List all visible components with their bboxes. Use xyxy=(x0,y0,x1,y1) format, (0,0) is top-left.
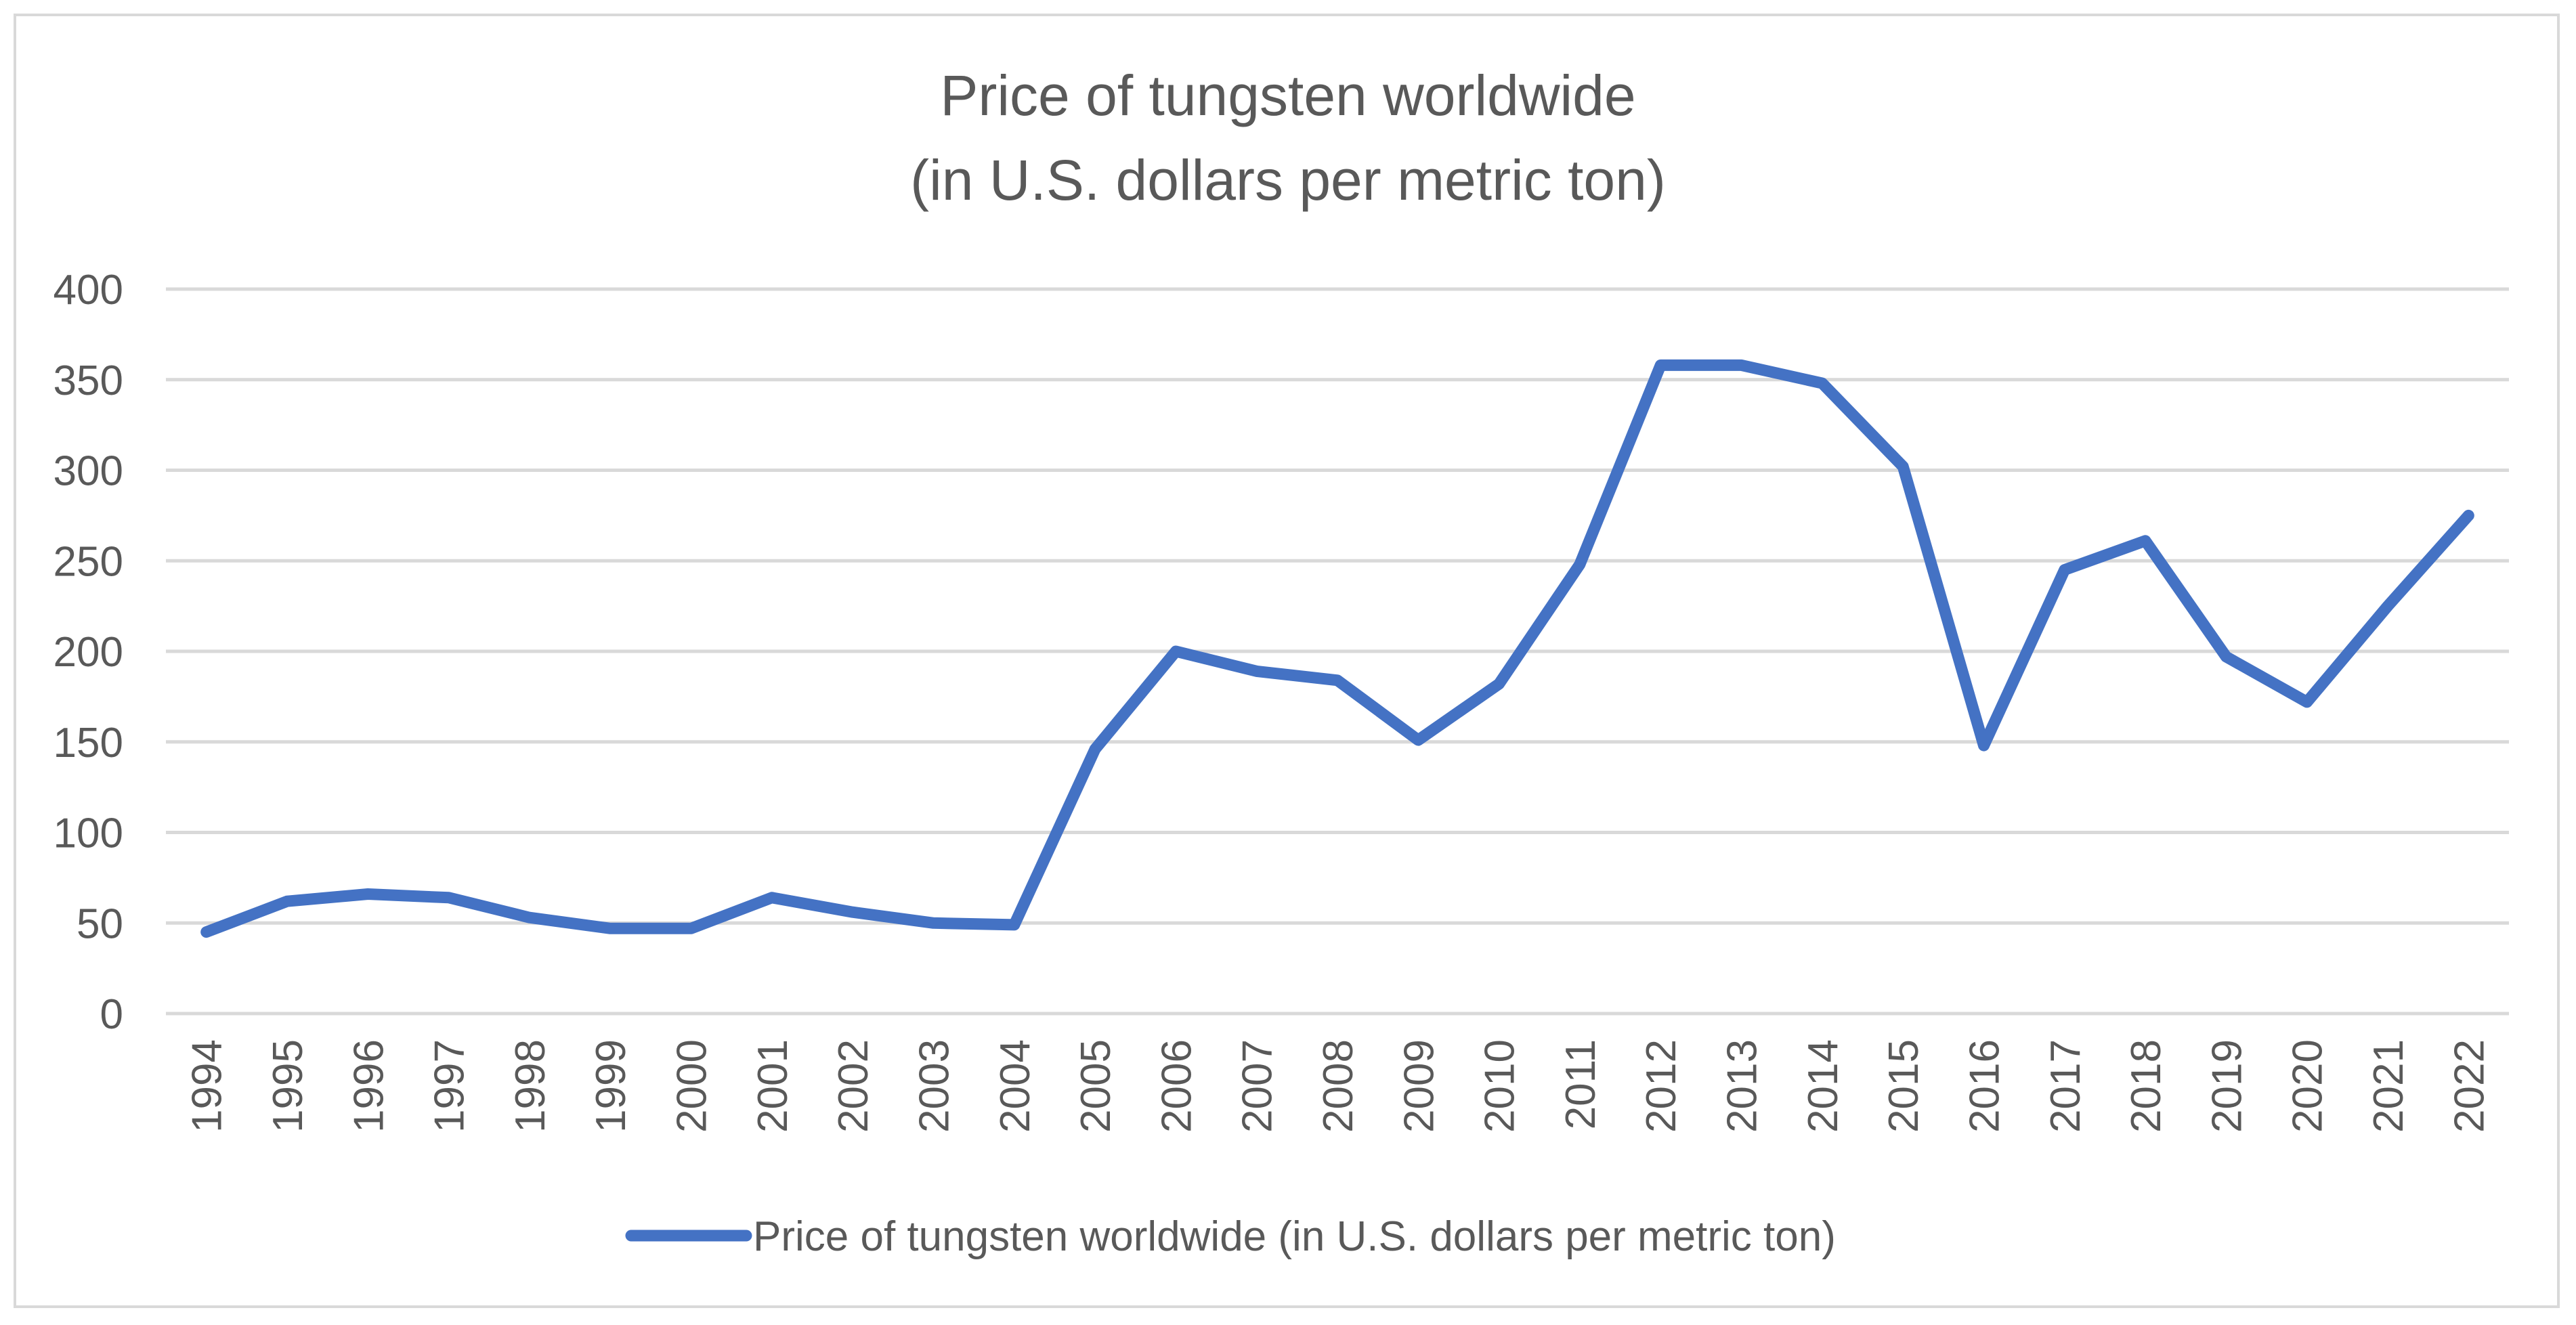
y-tick-label: 150 xyxy=(53,720,123,766)
legend[interactable]: Price of tungsten worldwide (in U.S. dol… xyxy=(625,1213,1836,1260)
x-tick-label: 2003 xyxy=(911,1039,958,1133)
x-tick-label: 2018 xyxy=(2123,1039,2170,1133)
x-tick-label: 2019 xyxy=(2204,1039,2250,1133)
legend-label: Price of tungsten worldwide (in U.S. dol… xyxy=(753,1213,1836,1260)
x-tick-label: 2020 xyxy=(2285,1039,2332,1133)
x-tick-label: 2010 xyxy=(1477,1039,1524,1133)
y-tick-label: 400 xyxy=(53,267,123,313)
x-tick-label: 2006 xyxy=(1153,1039,1200,1133)
chart-frame xyxy=(14,14,2560,1308)
x-tick-label: 2007 xyxy=(1235,1039,1281,1133)
x-tick-label: 2002 xyxy=(830,1039,877,1133)
y-tick-label: 200 xyxy=(53,629,123,676)
x-tick-label: 2005 xyxy=(1073,1039,1119,1133)
x-tick-label: 2011 xyxy=(1558,1039,1604,1129)
y-axis-ticks: 0 50 100 150 200 250 300 350 400 xyxy=(53,267,123,1038)
x-tick-label: 1996 xyxy=(345,1039,392,1133)
x-tick-label: 2016 xyxy=(1961,1039,2008,1133)
series-line-0[interactable] xyxy=(200,359,2474,938)
y-tick-label: 0 xyxy=(100,991,123,1038)
y-tick-label: 250 xyxy=(53,538,123,585)
series-layer xyxy=(200,359,2474,938)
x-tick-label: 2012 xyxy=(1638,1039,1685,1133)
x-tick-label: 2017 xyxy=(2042,1039,2089,1133)
x-tick-label: 2009 xyxy=(1396,1039,1442,1133)
x-tick-label: 2021 xyxy=(2365,1039,2412,1133)
x-tick-label: 1998 xyxy=(507,1039,554,1133)
x-tick-label: 2022 xyxy=(2446,1039,2493,1133)
x-axis-ticks: 1994 1995 1996 1997 1998 1999 2000 2001 2002 2003… xyxy=(184,1039,2493,1133)
x-tick-label: 1994 xyxy=(184,1039,231,1133)
x-tick-label: 1999 xyxy=(588,1039,635,1133)
y-tick-label: 50 xyxy=(77,900,123,947)
x-tick-label: 2014 xyxy=(1800,1039,1847,1133)
y-tick-label: 350 xyxy=(53,357,123,404)
chart-title-line-2: (in U.S. dollars per metric ton) xyxy=(910,148,1666,212)
y-tick-label: 300 xyxy=(53,448,123,495)
x-tick-label: 2013 xyxy=(1719,1039,1766,1133)
y-tick-label: 100 xyxy=(53,810,123,857)
gridlines xyxy=(166,287,2509,1016)
x-tick-label: 2015 xyxy=(1881,1039,1927,1133)
x-tick-label: 2008 xyxy=(1315,1039,1362,1133)
x-tick-label: 2004 xyxy=(992,1039,1039,1133)
x-tick-label: 1995 xyxy=(265,1039,312,1133)
chart-title-line-1: Price of tungsten worldwide xyxy=(940,64,1635,127)
x-tick-label: 2000 xyxy=(669,1039,716,1133)
x-tick-label: 1997 xyxy=(427,1039,473,1133)
x-tick-label: 2001 xyxy=(750,1039,796,1133)
